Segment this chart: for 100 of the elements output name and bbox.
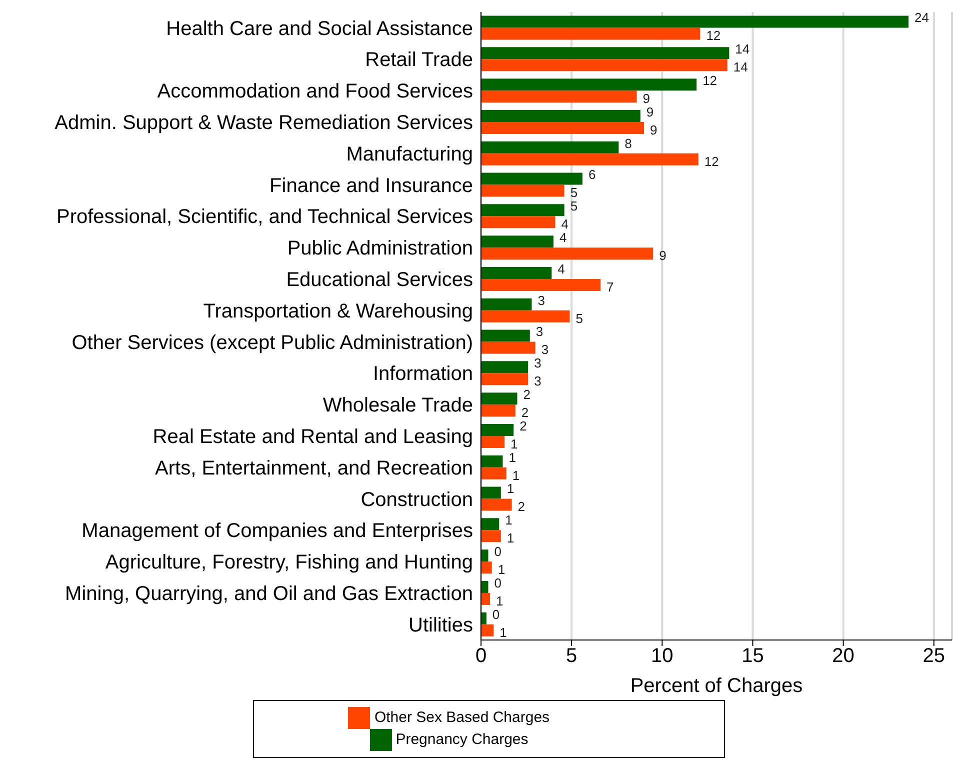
x-tick-label: 15	[742, 645, 764, 668]
y-tick-label: Arts, Entertainment, and Recreation	[155, 457, 473, 480]
bar	[481, 236, 554, 248]
data-label: 1	[496, 593, 504, 608]
data-label: 12	[704, 154, 719, 169]
data-label: 14	[733, 60, 748, 75]
bar	[481, 455, 503, 468]
data-label: 9	[659, 248, 666, 264]
bar	[481, 216, 556, 228]
bar	[481, 424, 514, 436]
data-label: 1	[498, 562, 506, 578]
data-label: 14	[735, 42, 750, 57]
bar	[481, 141, 619, 154]
bar	[481, 592, 490, 605]
bar	[481, 486, 501, 499]
y-tick-label: Agriculture, Forestry, Fishing and Hunting	[105, 552, 473, 574]
bar	[481, 330, 530, 342]
bar	[481, 612, 486, 624]
bar	[481, 342, 536, 354]
data-label: 9	[650, 122, 658, 138]
bar	[481, 110, 640, 122]
data-label: 12	[706, 28, 721, 44]
data-label: 1	[508, 450, 516, 465]
data-label: 4	[561, 216, 569, 232]
data-label: 6	[588, 167, 596, 182]
data-label: 2	[521, 405, 529, 420]
bar	[481, 518, 500, 530]
x-tick-label: 0	[475, 645, 487, 668]
bar	[481, 310, 570, 322]
y-tick-label: Manufacturing	[346, 143, 473, 166]
bar	[481, 373, 528, 386]
x-tick-label: 25	[922, 645, 946, 668]
data-label: 1	[510, 436, 518, 452]
data-label: 3	[541, 342, 549, 358]
y-tick-label: Mining, Quarrying, and Oil and Gas Extraction	[65, 583, 473, 605]
x-tick-label: 10	[651, 645, 674, 668]
bar	[481, 278, 601, 291]
y-tick-label: Wholesale Trade	[322, 394, 473, 417]
y-tick-label: Construction	[360, 488, 473, 511]
bar	[481, 47, 730, 60]
data-label: 5	[570, 185, 578, 200]
y-tick-label: Management of Companies and Enterprises	[82, 520, 473, 542]
data-label: 12	[702, 73, 718, 88]
data-label: 3	[534, 356, 542, 371]
data-label: 9	[642, 91, 650, 106]
bar	[481, 467, 506, 480]
y-tick-label: Finance and Insurance	[270, 174, 473, 197]
bar	[481, 122, 644, 134]
data-label: 5	[570, 198, 578, 214]
data-label: 2	[523, 387, 530, 402]
y-tick-label: Professional, Scientific, and Technical Services	[56, 206, 473, 228]
y-tick-label: Information	[372, 363, 473, 386]
x-tick-label: 20	[832, 645, 854, 668]
data-label: 2	[520, 418, 527, 434]
data-label: 9	[646, 104, 654, 120]
data-label: 1	[506, 481, 514, 496]
data-label: 0	[494, 575, 502, 590]
x-axis-title: Percent of Charges	[630, 675, 803, 697]
bar	[481, 266, 552, 279]
y-tick-label: Admin. Support & Waste Remediation Services	[54, 112, 473, 134]
y-tick-label: Transportation & Warehousing	[203, 300, 473, 322]
y-tick-label: Accommodation and Food Services	[157, 80, 473, 103]
y-tick-label: Real Estate and Rental and Leasing	[152, 426, 473, 448]
data-label: 4	[558, 261, 565, 276]
data-label: 3	[538, 292, 545, 308]
y-tick-label: Health Care and Social Assistance	[166, 18, 473, 40]
bar	[481, 90, 637, 103]
bar	[481, 361, 528, 374]
bar	[481, 298, 532, 310]
data-label: 24	[914, 10, 929, 26]
bar	[481, 498, 512, 511]
bar	[481, 624, 494, 636]
bar	[481, 404, 516, 417]
data-label: 8	[624, 136, 632, 151]
bar	[481, 16, 909, 28]
data-label: 3	[536, 324, 544, 340]
bar	[481, 184, 564, 197]
bar	[481, 153, 698, 166]
y-tick-label: Public Administration	[287, 238, 473, 260]
data-label: 2	[518, 499, 526, 514]
bar	[481, 78, 697, 91]
legend-label: Other Sex Based Charges	[374, 708, 550, 726]
bar	[481, 204, 564, 216]
data-label: 0	[492, 606, 500, 622]
data-label: 1	[506, 530, 514, 546]
data-label: 1	[505, 512, 512, 528]
bar	[481, 248, 654, 260]
y-tick-label: Educational Services	[286, 269, 473, 291]
data-label: 4	[559, 230, 567, 246]
bar	[481, 59, 728, 72]
bar	[481, 392, 518, 405]
legend-label: Pregnancy Charges	[396, 730, 528, 748]
y-tick-label: Utilities	[408, 614, 473, 636]
bar	[481, 172, 582, 185]
y-tick-label: Retail Trade	[365, 49, 473, 72]
bar	[481, 436, 505, 448]
bar	[481, 550, 488, 562]
data-label: 1	[500, 624, 507, 640]
x-tick-label: 5	[566, 645, 578, 668]
data-label: 0	[494, 544, 502, 560]
